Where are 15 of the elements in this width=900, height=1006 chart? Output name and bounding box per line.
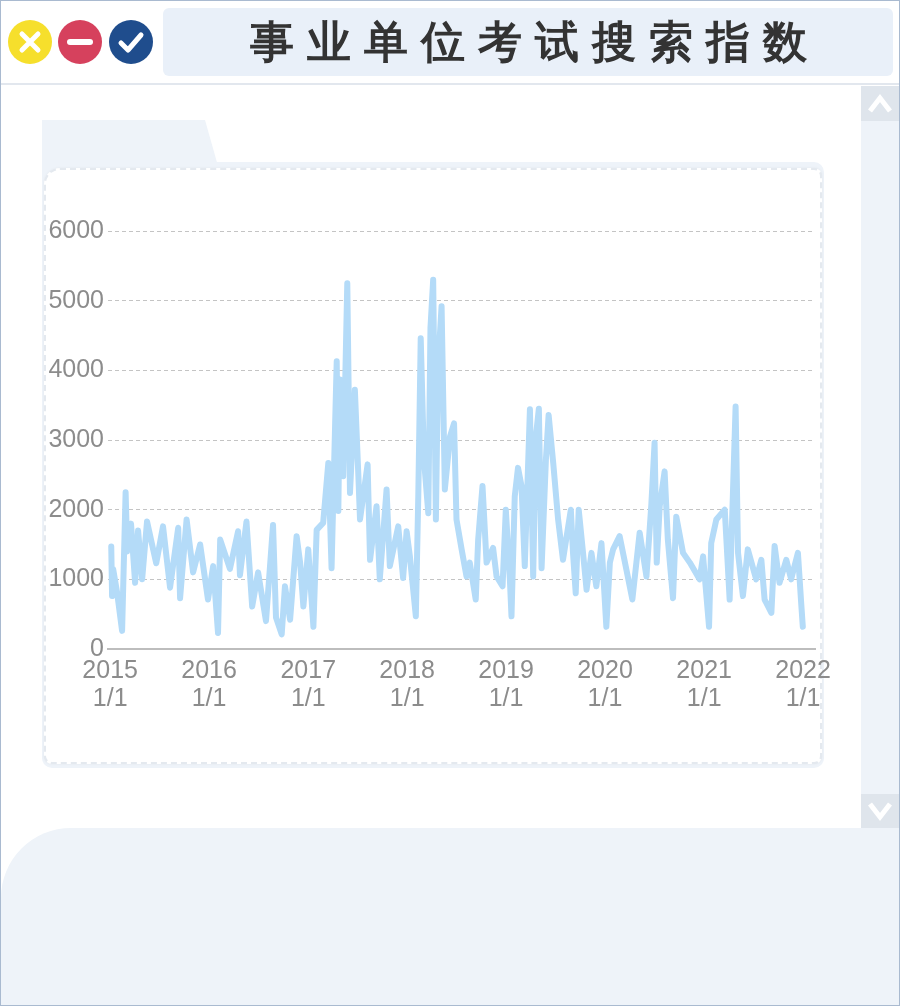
y-tick-label: 1000 <box>48 563 104 592</box>
x-tick-label: 2019 1/1 <box>478 654 534 711</box>
y-tick-label: 3000 <box>48 423 104 452</box>
x-tick-label: 2022 1/1 <box>775 654 831 711</box>
x-tick-label: 2018 1/1 <box>379 654 435 711</box>
x-tick-label: 2020 1/1 <box>577 654 633 711</box>
chart-title: 事业单位考试搜索指数 <box>163 8 893 76</box>
x-tick-label: 2021 1/1 <box>676 654 732 711</box>
y-tick-label: 5000 <box>48 284 104 313</box>
x-tick-label: 2017 1/1 <box>280 654 337 711</box>
y-tick-label: 6000 <box>48 214 104 243</box>
y-tick-label: 0 <box>90 632 104 661</box>
y-tick-label: 2000 <box>48 493 104 522</box>
x-tick-label: 2016 1/1 <box>181 654 237 711</box>
y-tick-label: 4000 <box>48 354 104 383</box>
